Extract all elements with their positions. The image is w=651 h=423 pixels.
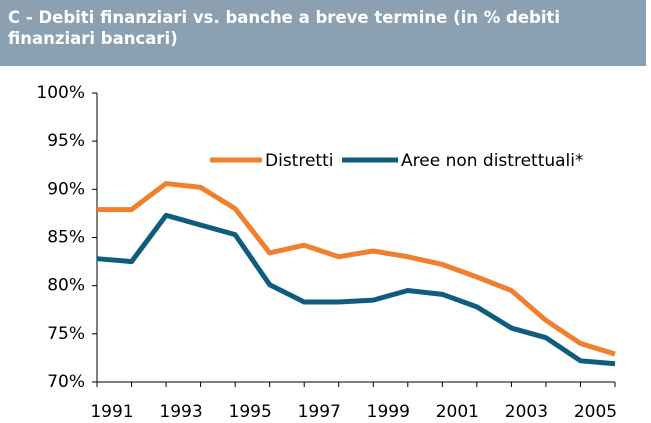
x-tick-label: 2003 [505, 402, 548, 422]
y-tick-label: 90% [47, 179, 85, 199]
x-tick-label: 2001 [436, 402, 479, 422]
y-tick-label: 75% [47, 324, 85, 344]
y-tick-label: 80% [47, 276, 85, 296]
x-tick-label: 2005 [574, 402, 617, 422]
line [97, 181, 616, 357]
y-tick-label: 100% [36, 83, 85, 103]
x-tick-label: 1991 [90, 402, 133, 422]
x-tick-label: 1995 [229, 402, 272, 422]
chart-title: C - Debiti finanziari vs. banche a breve… [0, 0, 646, 66]
x-tick-label: 1997 [298, 402, 341, 422]
legend-label: Distretti [265, 151, 333, 171]
x-tick-label: 1993 [159, 402, 202, 422]
legend-label: Aree non distrettuali* [401, 151, 584, 171]
y-tick-label: 85% [47, 228, 85, 248]
y-tick-label: 95% [47, 131, 85, 151]
x-tick-label: 1999 [367, 402, 410, 422]
y-tick-label: 70% [47, 372, 85, 392]
line [96, 212, 616, 367]
